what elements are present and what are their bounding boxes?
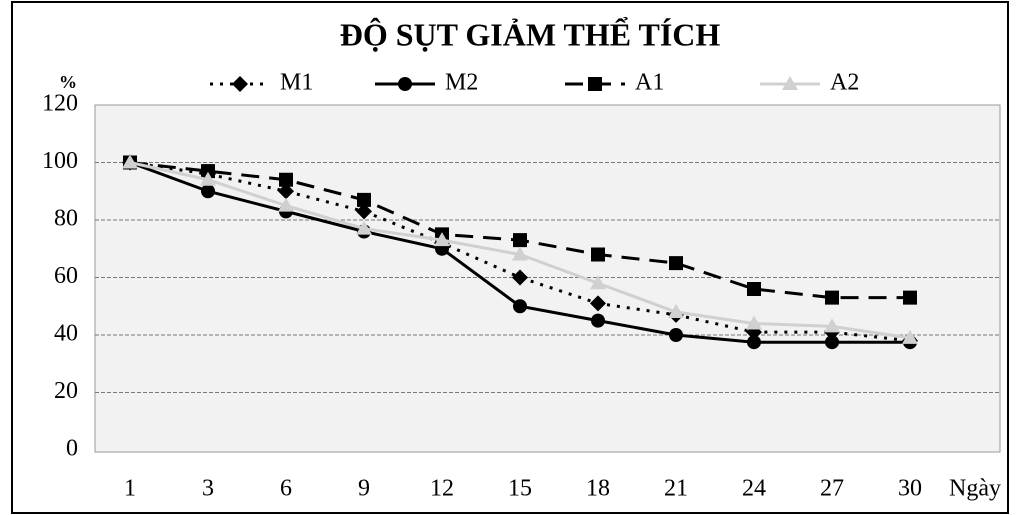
- marker: [279, 172, 293, 187]
- marker: [746, 315, 762, 330]
- x-tick-label: 27: [820, 476, 844, 502]
- x-tick-label: 30: [898, 476, 922, 502]
- x-tick-label: 12: [430, 476, 454, 502]
- marker: [122, 154, 138, 169]
- marker: [512, 269, 528, 286]
- marker: [512, 246, 528, 261]
- x-tick-label: 21: [664, 476, 688, 502]
- x-axis-label: Ngày: [949, 476, 1001, 502]
- x-tick-label: 15: [508, 476, 532, 502]
- marker: [357, 192, 371, 207]
- chart-title: ĐỘ SỤT GIẢM THỂ TÍCH: [340, 16, 721, 52]
- x-tick-label: 18: [586, 476, 610, 502]
- marker: [668, 304, 684, 318]
- marker: [903, 290, 917, 305]
- x-tick-label: 24: [742, 476, 766, 502]
- marker: [669, 328, 683, 342]
- marker: [200, 171, 216, 186]
- marker: [278, 183, 294, 200]
- y-tick-label: 0: [66, 436, 78, 462]
- plot-area: [94, 104, 1001, 453]
- marker: [590, 295, 606, 312]
- marker: [356, 220, 372, 235]
- marker: [825, 290, 839, 305]
- marker: [747, 335, 761, 350]
- legend-label: M1: [280, 70, 313, 96]
- marker: [591, 247, 605, 262]
- y-tick-label: 20: [54, 378, 78, 404]
- y-tick-label: 120: [42, 91, 78, 117]
- legend-label: A1: [635, 70, 664, 96]
- x-tick-label: 6: [280, 476, 292, 502]
- marker: [434, 232, 450, 247]
- y-tick-label: 60: [54, 263, 78, 289]
- legend-label: M2: [445, 70, 478, 96]
- y-axis-label: %: [59, 72, 77, 92]
- legend-marker: [398, 77, 412, 91]
- y-tick-label: 80: [54, 206, 78, 232]
- y-tick-label: 40: [54, 321, 78, 347]
- y-tick-label: 100: [42, 148, 78, 174]
- marker: [201, 184, 215, 199]
- legend-marker: [782, 76, 798, 90]
- x-tick-label: 1: [124, 476, 136, 502]
- marker: [278, 197, 294, 212]
- marker: [201, 164, 215, 179]
- marker: [513, 233, 527, 248]
- marker: [669, 256, 683, 271]
- legend-marker: [588, 77, 602, 91]
- marker: [824, 318, 840, 333]
- series-line: [129, 161, 911, 343]
- marker: [747, 282, 761, 296]
- marker: [513, 299, 527, 314]
- x-tick-label: 9: [358, 476, 370, 502]
- marker: [825, 335, 839, 350]
- legend-label: A2: [830, 70, 859, 96]
- marker: [591, 313, 605, 328]
- marker: [902, 329, 918, 344]
- marker: [356, 203, 372, 220]
- legend-marker: [232, 76, 248, 92]
- marker: [590, 275, 606, 290]
- x-tick-label: 3: [202, 476, 214, 502]
